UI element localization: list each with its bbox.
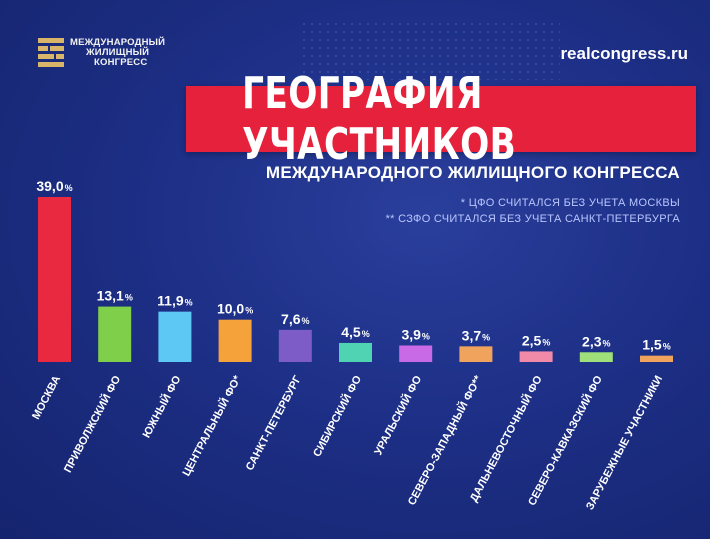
unit-label-8: % <box>542 337 550 347</box>
unit-label-2: % <box>185 298 193 308</box>
bar-7 <box>459 346 493 362</box>
bar-value-label-2: 11,9% <box>157 293 193 309</box>
category-label-4: САНКТ-ПЕТЕРБУРГ <box>244 373 305 473</box>
bar-1 <box>98 306 132 362</box>
logo-icon <box>38 38 64 68</box>
bar-3 <box>218 319 252 362</box>
bar-4 <box>278 329 312 362</box>
page-subtitle: МЕЖДУНАРОДНОГО ЖИЛИЩНОГО КОНГРЕССА <box>265 163 680 182</box>
bar-6 <box>399 345 433 362</box>
bar-value-label-6: 3,9% <box>401 327 429 343</box>
bar-8 <box>519 351 553 362</box>
category-label-0: МОСКВА <box>30 374 63 422</box>
unit-label-3: % <box>245 306 253 316</box>
bar-value-label-5: 4,5% <box>341 324 369 340</box>
congress-logo: МЕЖДУНАРОДНЫЙ ЖИЛИЩНЫЙ КОНГРЕСС <box>38 38 165 68</box>
bar-value-label-7: 3,7% <box>462 327 490 343</box>
category-label-8: ДАЛЬНЕВОСТОЧНЫЙ ФО <box>467 373 545 504</box>
unit-label-7: % <box>482 332 490 342</box>
site-url[interactable]: realcongress.ru <box>560 44 688 63</box>
category-label-5: СИБИРСКИЙ ФО <box>310 373 364 459</box>
bar-9 <box>579 352 613 362</box>
logo-line-2: ЖИЛИЩНЫЙ <box>86 47 150 58</box>
logo-text: МЕЖДУНАРОДНЫЙ ЖИЛИЩНЫЙ КОНГРЕСС <box>70 38 165 68</box>
unit-label-10: % <box>663 342 671 352</box>
logo-line-1: МЕЖДУНАРОДНЫЙ <box>70 37 166 48</box>
logo-line-3: КОНГРЕСС <box>94 57 148 68</box>
bar-value-label-0: 39,0% <box>36 178 72 194</box>
category-label-2: ЮЖНЫЙ ФО <box>140 373 184 440</box>
unit-label-6: % <box>422 332 430 342</box>
unit-label-9: % <box>603 338 611 348</box>
footnote-2: ** СЗФО СЧИТАЛСЯ БЕЗ УЧЕТА САНКТ-ПЕТЕРБУ… <box>385 213 680 225</box>
bar-value-label-10: 1,5% <box>642 337 670 353</box>
category-label-1: ПРИВОЛЖСКИЙ ФО <box>61 373 123 475</box>
decorative-dot-pattern <box>300 20 560 80</box>
category-label-3: ЦЕНТРАЛЬНЫЙ ФО* <box>180 373 244 479</box>
unit-label-0: % <box>65 183 73 193</box>
bar-value-label-8: 2,5% <box>522 332 550 348</box>
bar-5 <box>339 342 372 362</box>
bar-value-label-3: 10,0% <box>217 301 253 317</box>
bar-value-label-1: 13,1% <box>97 288 133 304</box>
unit-label-5: % <box>362 329 370 339</box>
category-label-6: УРАЛЬСКИЙ ФО <box>371 373 424 457</box>
unit-label-1: % <box>125 293 133 303</box>
bar-10 <box>640 355 673 362</box>
bar-value-label-4: 7,6% <box>281 311 309 327</box>
footnote-1: * ЦФО СЧИТАЛСЯ БЕЗ УЧЕТА МОСКВЫ <box>460 197 680 209</box>
bar-0 <box>38 197 71 362</box>
unit-label-4: % <box>302 316 310 326</box>
bar-2 <box>158 311 192 362</box>
bar-value-label-9: 2,3% <box>582 333 610 349</box>
